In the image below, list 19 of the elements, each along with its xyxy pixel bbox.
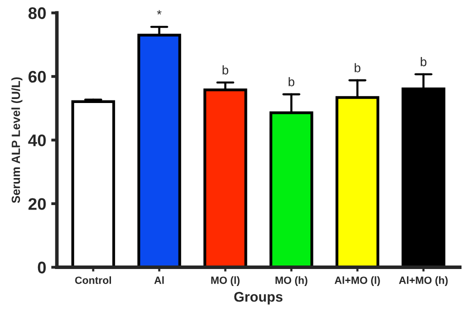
x-tick-label: Control	[75, 276, 111, 284]
x-tick-label: MO (h)	[276, 276, 308, 286]
annotation: b	[288, 77, 294, 86]
annotation: b	[222, 65, 228, 74]
y-tick-label: 20	[28, 198, 46, 210]
x-axis-title: Groups	[234, 292, 282, 304]
y-tick-label: 60	[28, 70, 46, 83]
x-tick-label: Al+MO (l)	[334, 276, 380, 286]
x-tick-label: Al	[154, 276, 164, 284]
x-tick-label: MO (l)	[211, 276, 240, 286]
y-axis-title: Serum ALP Level (U/L)	[11, 77, 22, 204]
annotation: b	[420, 57, 426, 66]
annotation: *	[157, 10, 162, 15]
annotation: b	[354, 63, 360, 72]
y-tick-label: 0	[38, 262, 46, 274]
x-tick-label: Al+MO (h)	[398, 276, 448, 286]
y-tick-label: 80	[28, 7, 46, 20]
bar	[71, 100, 116, 268]
y-tick-label: 40	[28, 134, 46, 146]
